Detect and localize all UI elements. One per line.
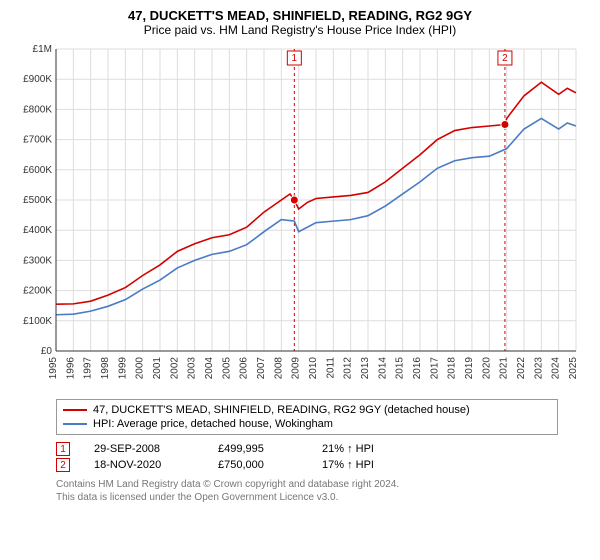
svg-text:2: 2 xyxy=(502,53,508,64)
x-tick-label: 2011 xyxy=(325,357,336,379)
x-tick-label: 2005 xyxy=(221,357,232,380)
x-tick-label: 2020 xyxy=(481,357,492,380)
x-tick-label: 2021 xyxy=(499,357,510,380)
x-tick-label: 2016 xyxy=(412,357,423,380)
legend-item: 47, DUCKETT'S MEAD, SHINFIELD, READING, … xyxy=(63,403,551,417)
x-tick-label: 2008 xyxy=(273,357,284,380)
y-tick-label: £300K xyxy=(23,255,52,266)
attribution: Contains HM Land Registry data © Crown c… xyxy=(56,479,558,504)
event-marker-top: 1 xyxy=(287,51,301,65)
legend-label: 47, DUCKETT'S MEAD, SHINFIELD, READING, … xyxy=(93,404,470,416)
x-tick-label: 2017 xyxy=(429,357,440,380)
legend-item: HPI: Average price, detached house, Woki… xyxy=(63,417,551,431)
x-tick-label: 2014 xyxy=(377,357,388,380)
chart-subtitle: Price paid vs. HM Land Registry's House … xyxy=(12,23,588,37)
event-marker-icon: 2 xyxy=(56,458,70,472)
event-price: £499,995 xyxy=(218,443,298,455)
x-tick-label: 2007 xyxy=(256,357,267,380)
y-tick-label: £100K xyxy=(23,316,52,327)
events-list: 1 29-SEP-2008 £499,995 21% ↑ HPI 2 18-NOV-202… xyxy=(56,441,558,473)
chart-area: 1 2 £0 £100K £200K £300K £400K £500K £600K £700K £… xyxy=(12,43,588,393)
y-tick-label: £900K xyxy=(23,74,52,85)
legend-swatch xyxy=(63,423,87,425)
event-row: 2 18-NOV-2020 £750,000 17% ↑ HPI xyxy=(56,457,558,473)
x-tick-label: 2013 xyxy=(360,357,371,380)
chart-title: 47, DUCKETT'S MEAD, SHINFIELD, READING, … xyxy=(12,8,588,23)
x-tick-label: 2015 xyxy=(395,357,406,380)
x-tick-label: 2002 xyxy=(169,357,180,380)
y-tick-label: £600K xyxy=(23,165,52,176)
x-tick-label: 2009 xyxy=(291,357,302,380)
y-tick-label: £0 xyxy=(41,346,53,357)
x-tick-label: 2022 xyxy=(516,357,527,380)
x-tick-label: 2004 xyxy=(204,357,215,380)
event-delta: 17% ↑ HPI xyxy=(322,459,374,471)
legend-label: HPI: Average price, detached house, Woki… xyxy=(93,418,333,430)
y-tick-label: £400K xyxy=(23,225,52,236)
event-row: 1 29-SEP-2008 £499,995 21% ↑ HPI xyxy=(56,441,558,457)
y-tick-label: £1M xyxy=(33,44,52,55)
attribution-line2: This data is licensed under the Open Gov… xyxy=(56,492,558,505)
svg-text:1: 1 xyxy=(292,53,298,64)
x-tick-label: 1997 xyxy=(83,357,94,380)
x-tick-label: 2010 xyxy=(308,357,319,380)
legend: 47, DUCKETT'S MEAD, SHINFIELD, READING, … xyxy=(56,399,558,435)
x-tick-label: 2006 xyxy=(239,357,250,380)
y-tick-label: £500K xyxy=(23,195,52,206)
event-price: £750,000 xyxy=(218,459,298,471)
x-tick-label: 1999 xyxy=(117,357,128,380)
y-tick-label: £200K xyxy=(23,286,52,297)
event-delta: 21% ↑ HPI xyxy=(322,443,374,455)
x-tick-label: 2019 xyxy=(464,357,475,380)
event-point xyxy=(290,196,298,204)
x-tick-label: 2000 xyxy=(135,357,146,380)
y-tick-label: £800K xyxy=(23,104,52,115)
event-marker-top: 2 xyxy=(498,51,512,65)
event-date: 18-NOV-2020 xyxy=(94,459,194,471)
x-tick-label: 2025 xyxy=(568,357,579,380)
attribution-line1: Contains HM Land Registry data © Crown c… xyxy=(56,479,558,492)
x-tick-label: 1998 xyxy=(100,357,111,380)
x-tick-label: 2024 xyxy=(551,357,562,380)
x-tick-label: 1996 xyxy=(65,357,76,380)
x-tick-label: 2012 xyxy=(343,357,354,380)
price-chart: 1 2 £0 £100K £200K £300K £400K £500K £600K £700K £… xyxy=(12,43,588,393)
x-tick-label: 2001 xyxy=(152,357,163,380)
x-tick-label: 1995 xyxy=(48,357,59,380)
y-tick-label: £700K xyxy=(23,135,52,146)
x-tick-label: 2018 xyxy=(447,357,458,380)
legend-swatch xyxy=(63,409,87,411)
event-marker-icon: 1 xyxy=(56,442,70,456)
event-point xyxy=(501,121,509,129)
x-tick-label: 2023 xyxy=(533,357,544,380)
x-tick-label: 2003 xyxy=(187,357,198,380)
event-date: 29-SEP-2008 xyxy=(94,443,194,455)
